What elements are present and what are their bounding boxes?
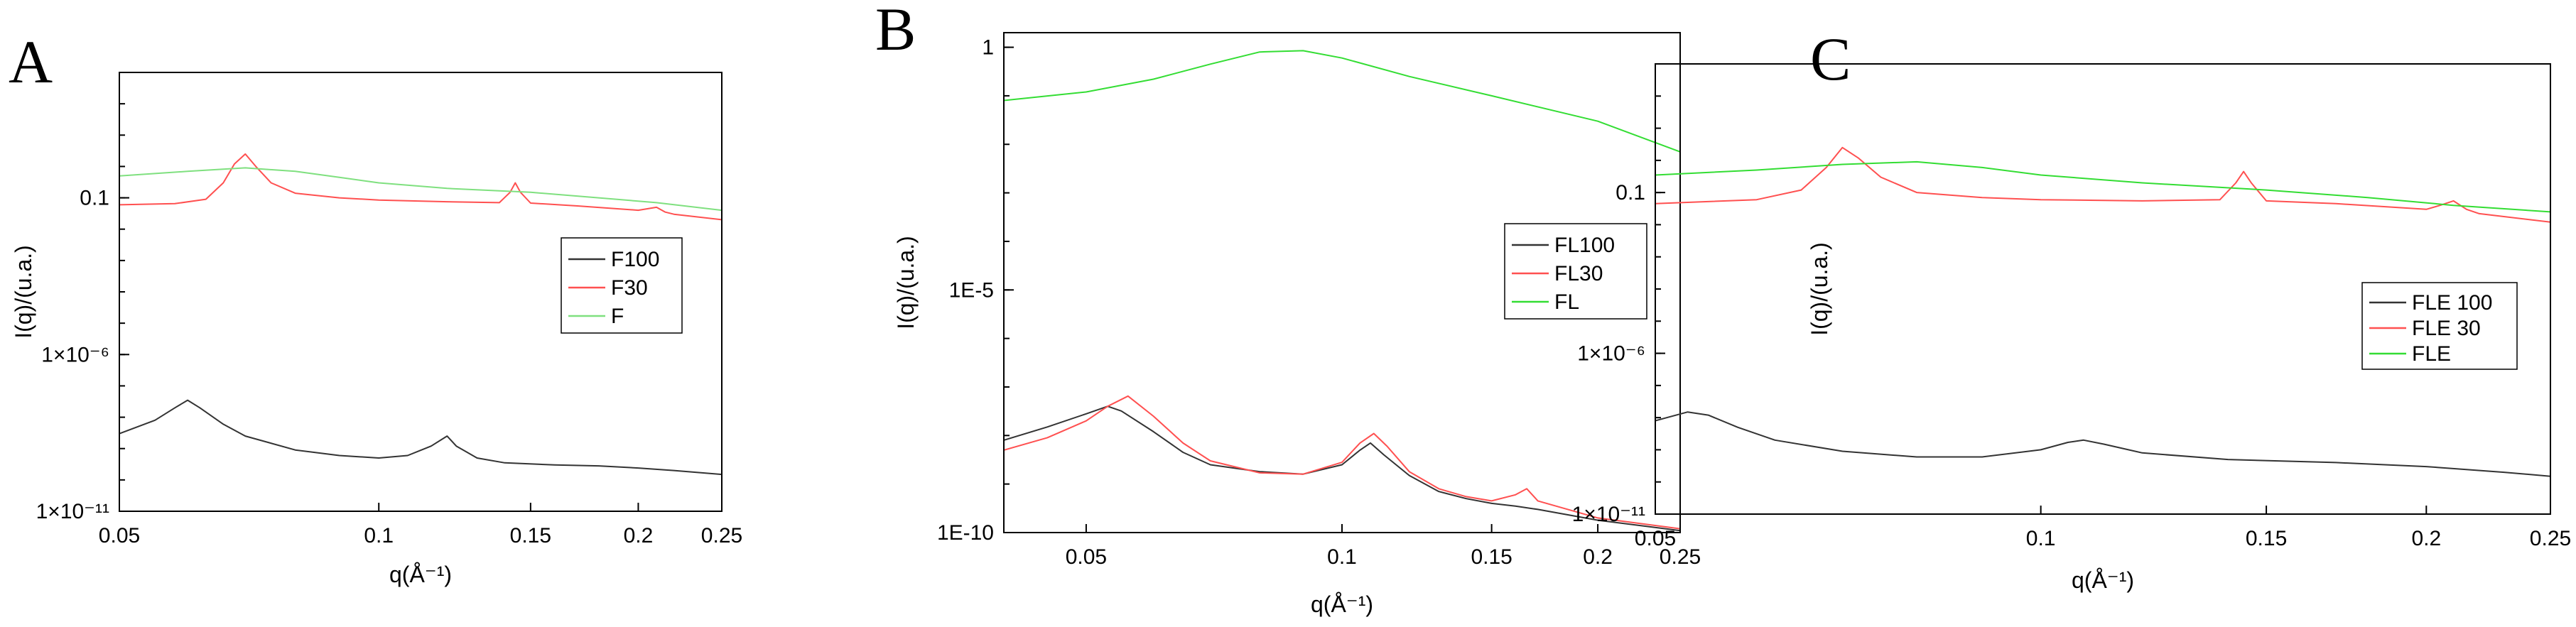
y-tick-label: 0.1 [80,187,109,210]
x-tick-label: 0.05 [99,524,140,547]
panel-letter: C [1810,25,1851,93]
series-line-fle-100 [1655,411,2550,477]
x-tick-label: 0.05 [1635,527,1676,550]
legend-box [2361,282,2518,370]
x-tick-label: 0.05 [1066,545,1107,569]
legend-entry: F100 [611,248,659,271]
y-tick-label: 1 [982,36,994,60]
x-tick-label: 0.25 [2530,527,2571,550]
series-line-fle-30 [1655,146,2550,223]
panel-b: B 0.05 0.1 0.15 0.2 0.25 1 1E-5 1E-10 q(Å⁻¹) I(q)/… [875,0,1701,617]
series-line-fl30 [1004,395,1680,530]
y-axis-label: I(q)/(u.a.) [893,236,919,329]
x-tick-label: 0.15 [2246,527,2287,550]
legend-entry: FL [1554,290,1579,314]
legend-entry: F [611,305,624,328]
legend-entry: FL30 [1554,262,1603,285]
panel-a: A 0.05 0.1 0.15 0.2 0.25 0.1 1×10⁻⁶ 1×10⁻¹¹ q(Å⁻¹… [9,28,742,587]
y-tick-label: 0.1 [1616,181,1645,205]
legend-box [1504,223,1647,320]
series-line-fl100 [1004,405,1680,532]
y-tick-label: 1×10⁻⁶ [41,343,109,366]
legend-box [561,237,683,334]
legend-entry: FLE 100 [2412,291,2492,315]
legend-entry: FLE 30 [2412,317,2481,340]
panel-letter: B [875,0,916,63]
x-tick-label: 0.2 [624,524,654,547]
panel-c: C 0.05 0.1 0.15 0.2 0.25 0.1 1×10⁻⁶ 1×10⁻¹¹ q(Å⁻¹… [1572,25,2572,593]
legend-entry: FLE [2412,342,2451,366]
series-line-fle [1655,160,2550,213]
y-tick-label: 1×10⁻¹¹ [36,500,109,523]
x-tick-label: 0.15 [510,524,551,547]
series-line-fl [1004,50,1680,153]
x-tick-label: 0.25 [701,524,742,547]
y-tick-label: 1×10⁻⁶ [1577,342,1645,366]
legend: FL100 FL30 FL [1504,223,1647,320]
x-axis-label: q(Å⁻¹) [2072,567,2134,593]
x-tick-label: 0.1 [2026,527,2056,550]
x-tick-label: 0.1 [1327,545,1357,569]
x-tick-label: 0.1 [364,524,394,547]
y-axis-label: I(q)/(u.a.) [1807,242,1832,336]
x-axis-label: q(Å⁻¹) [389,562,452,587]
x-axis-label: q(Å⁻¹) [1311,591,1373,617]
x-tick-label: 0.2 [2411,527,2441,550]
panel-letter: A [9,28,53,96]
series-line-f [119,167,722,212]
y-tick-label: 1E-5 [949,278,994,302]
legend-entry: FL100 [1554,234,1615,257]
x-tick-label: 0.15 [1471,545,1512,569]
series-line-f30 [119,153,722,221]
legend: F100 F30 F [561,237,683,334]
legend-entry: F30 [611,276,648,300]
x-tick-label: 0.25 [1660,545,1701,569]
y-axis-label: I(q)/(u.a.) [11,245,36,339]
y-tick-label: 1×10⁻¹¹ [1572,503,1645,526]
y-tick-label: 1E-10 [937,521,994,545]
series-line-f100 [119,399,722,476]
x-tick-label: 0.2 [1583,545,1613,569]
